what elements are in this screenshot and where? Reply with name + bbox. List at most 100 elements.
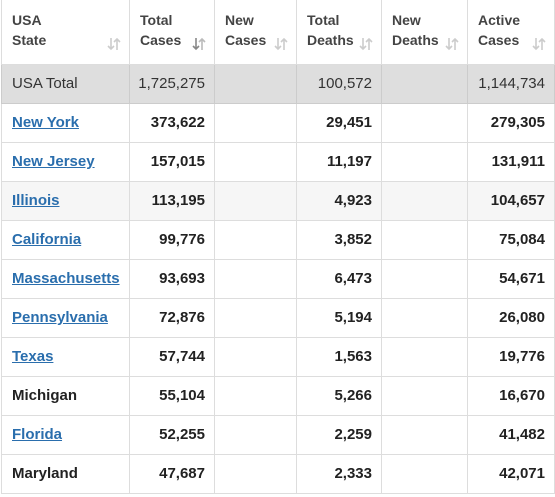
cell: 75,084 xyxy=(467,219,555,260)
cell: Maryland xyxy=(1,453,130,494)
cell xyxy=(214,141,297,182)
header-label: Cases xyxy=(478,32,520,48)
cell xyxy=(214,336,297,377)
cell xyxy=(381,141,468,182)
cell: 55,104 xyxy=(129,375,215,416)
header-row: USA State Total Cases New Cases Total Deaths New… xyxy=(1,0,555,65)
cell: 2,333 xyxy=(296,453,382,494)
cell: 2,259 xyxy=(296,414,382,455)
header-label: New xyxy=(392,12,421,28)
cell xyxy=(381,297,468,338)
state-link[interactable]: Texas xyxy=(12,348,54,365)
cell xyxy=(381,414,468,455)
sort-icon xyxy=(274,37,288,50)
header-label: Active xyxy=(478,12,521,28)
cell: Pennsylvania xyxy=(1,297,130,338)
cell xyxy=(381,63,468,104)
sort-icon xyxy=(192,37,206,50)
cell xyxy=(214,102,297,143)
cell xyxy=(381,453,468,494)
header-label: State xyxy=(12,32,47,48)
sort-icon xyxy=(532,37,546,50)
cell xyxy=(214,453,297,494)
state-row: California 99,776 3,852 75,084 xyxy=(1,219,555,260)
cell: New Jersey xyxy=(1,141,130,182)
cell: New York xyxy=(1,102,130,143)
cell xyxy=(381,102,468,143)
cell: California xyxy=(1,219,130,260)
header-label: New xyxy=(225,12,254,28)
cell: 113,195 xyxy=(129,180,215,221)
cell: 1,144,734 xyxy=(467,63,555,104)
cell: Texas xyxy=(1,336,130,377)
cell: 6,473 xyxy=(296,258,382,299)
header-label: Deaths xyxy=(392,32,439,48)
cell xyxy=(381,375,468,416)
state-link[interactable]: New Jersey xyxy=(12,153,95,170)
cell: 19,776 xyxy=(467,336,555,377)
cell: 5,194 xyxy=(296,297,382,338)
cell: 16,670 xyxy=(467,375,555,416)
cell: 1,725,275 xyxy=(129,63,215,104)
cell: Florida xyxy=(1,414,130,455)
cell xyxy=(214,375,297,416)
cell: Illinois xyxy=(1,180,130,221)
column-header[interactable]: Active Cases xyxy=(467,0,555,65)
state-link[interactable]: Illinois xyxy=(12,192,60,209)
cell: 279,305 xyxy=(467,102,555,143)
cell: 11,197 xyxy=(296,141,382,182)
state-link[interactable]: Massachusetts xyxy=(12,270,120,287)
column-header[interactable]: Total Cases xyxy=(129,0,215,65)
state-row: Pennsylvania 72,876 5,194 26,080 xyxy=(1,297,555,338)
state-link[interactable]: Florida xyxy=(12,426,63,443)
column-header[interactable]: Total Deaths xyxy=(296,0,382,65)
cell: 157,015 xyxy=(129,141,215,182)
state-link[interactable]: Pennsylvania xyxy=(12,309,108,326)
cell: 104,657 xyxy=(467,180,555,221)
cell xyxy=(214,297,297,338)
cell: 3,852 xyxy=(296,219,382,260)
cell xyxy=(214,258,297,299)
sort-icon xyxy=(359,37,373,50)
cell xyxy=(381,219,468,260)
state-row: Massachusetts 93,693 6,473 54,671 xyxy=(1,258,555,299)
state-link[interactable]: California xyxy=(12,231,82,248)
cell: 1,563 xyxy=(296,336,382,377)
cell: 4,923 xyxy=(296,180,382,221)
cell: 100,572 xyxy=(296,63,382,104)
cell: 5,266 xyxy=(296,375,382,416)
cell: 41,482 xyxy=(467,414,555,455)
sort-icon xyxy=(107,37,121,50)
header-label: Total xyxy=(307,12,340,28)
cell xyxy=(381,336,468,377)
cell: 57,744 xyxy=(129,336,215,377)
column-header[interactable]: New Deaths xyxy=(381,0,468,65)
cell: 99,776 xyxy=(129,219,215,260)
cell: 29,451 xyxy=(296,102,382,143)
header-label: Total xyxy=(140,12,173,28)
cell xyxy=(214,219,297,260)
cell xyxy=(381,258,468,299)
cell: 42,071 xyxy=(467,453,555,494)
cell: 54,671 xyxy=(467,258,555,299)
cell: USA Total xyxy=(1,63,130,104)
column-header[interactable]: New Cases xyxy=(214,0,297,65)
cell: 373,622 xyxy=(129,102,215,143)
state-row: New York 373,622 29,451 279,305 xyxy=(1,102,555,143)
cell xyxy=(214,180,297,221)
cell: 93,693 xyxy=(129,258,215,299)
cell: 26,080 xyxy=(467,297,555,338)
total-row: USA Total 1,725,275 100,572 1,144,734 xyxy=(1,63,555,104)
column-header[interactable]: USA State xyxy=(1,0,130,65)
header-label: Cases xyxy=(225,32,267,48)
cell xyxy=(214,414,297,455)
state-link[interactable]: New York xyxy=(12,114,79,131)
cell: 131,911 xyxy=(467,141,555,182)
state-row: Maryland 47,687 2,333 42,071 xyxy=(1,453,555,494)
cell: 52,255 xyxy=(129,414,215,455)
cell: 47,687 xyxy=(129,453,215,494)
state-row: Texas 57,744 1,563 19,776 xyxy=(1,336,555,377)
header-label: Cases xyxy=(140,32,182,48)
